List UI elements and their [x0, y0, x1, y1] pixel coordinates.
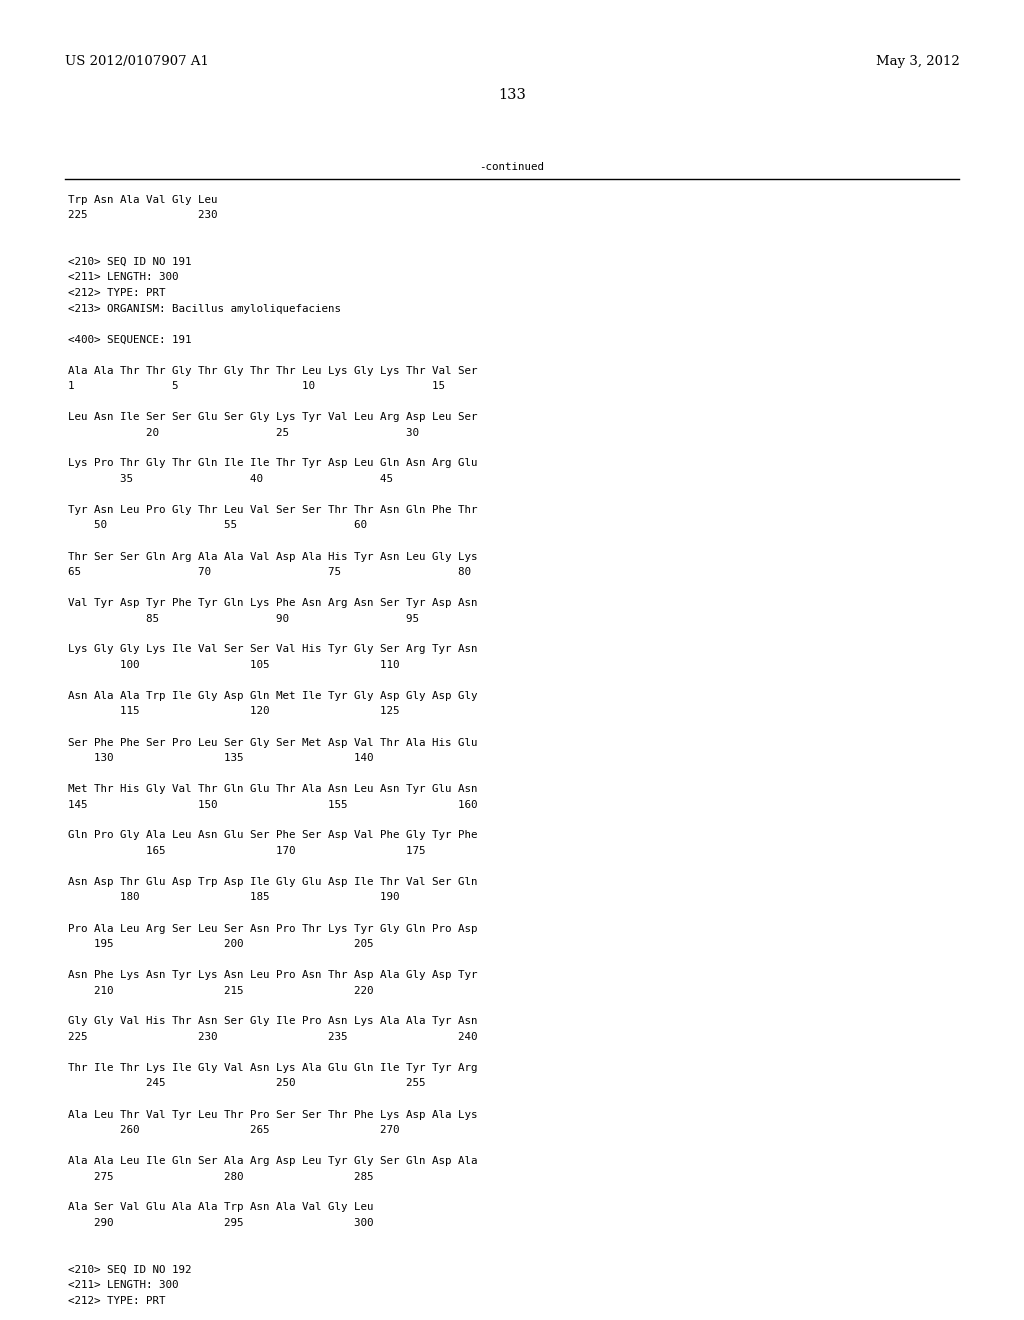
Text: 50                  55                  60: 50 55 60: [68, 520, 367, 531]
Text: 20                  25                  30: 20 25 30: [68, 428, 419, 437]
Text: US 2012/0107907 A1: US 2012/0107907 A1: [65, 55, 209, 69]
Text: Asn Asp Thr Glu Asp Trp Asp Ile Gly Glu Asp Ile Thr Val Ser Gln: Asn Asp Thr Glu Asp Trp Asp Ile Gly Glu …: [68, 876, 477, 887]
Text: <210> SEQ ID NO 192: <210> SEQ ID NO 192: [68, 1265, 191, 1275]
Text: Ala Ala Leu Ile Gln Ser Ala Arg Asp Leu Tyr Gly Ser Gln Asp Ala: Ala Ala Leu Ile Gln Ser Ala Arg Asp Leu …: [68, 1156, 477, 1166]
Text: Pro Ala Leu Arg Ser Leu Ser Asn Pro Thr Lys Tyr Gly Gln Pro Asp: Pro Ala Leu Arg Ser Leu Ser Asn Pro Thr …: [68, 924, 477, 933]
Text: May 3, 2012: May 3, 2012: [877, 55, 961, 69]
Text: <211> LENGTH: 300: <211> LENGTH: 300: [68, 1280, 178, 1290]
Text: Asn Ala Ala Trp Ile Gly Asp Gln Met Ile Tyr Gly Asp Gly Asp Gly: Asn Ala Ala Trp Ile Gly Asp Gln Met Ile …: [68, 690, 477, 701]
Text: Ala Ala Thr Thr Gly Thr Gly Thr Thr Leu Lys Gly Lys Thr Val Ser: Ala Ala Thr Thr Gly Thr Gly Thr Thr Leu …: [68, 366, 477, 375]
Text: 275                 280                 285: 275 280 285: [68, 1172, 374, 1181]
Text: Thr Ser Ser Gln Arg Ala Ala Val Asp Ala His Tyr Asn Leu Gly Lys: Thr Ser Ser Gln Arg Ala Ala Val Asp Ala …: [68, 552, 477, 561]
Text: 100                 105                 110: 100 105 110: [68, 660, 399, 671]
Text: 225                 230                 235                 240: 225 230 235 240: [68, 1032, 477, 1041]
Text: Lys Pro Thr Gly Thr Gln Ile Ile Thr Tyr Asp Leu Gln Asn Arg Glu: Lys Pro Thr Gly Thr Gln Ile Ile Thr Tyr …: [68, 458, 477, 469]
Text: 225                 230: 225 230: [68, 210, 217, 220]
Text: 180                 185                 190: 180 185 190: [68, 892, 399, 903]
Text: 133: 133: [498, 88, 526, 102]
Text: Gly Gly Val His Thr Asn Ser Gly Ile Pro Asn Lys Ala Ala Tyr Asn: Gly Gly Val His Thr Asn Ser Gly Ile Pro …: [68, 1016, 477, 1027]
Text: <212> TYPE: PRT: <212> TYPE: PRT: [68, 1295, 166, 1305]
Text: <212> TYPE: PRT: <212> TYPE: PRT: [68, 288, 166, 298]
Text: 65                  70                  75                  80: 65 70 75 80: [68, 568, 471, 577]
Text: 290                 295                 300: 290 295 300: [68, 1218, 374, 1228]
Text: Trp Asn Ala Val Gly Leu: Trp Asn Ala Val Gly Leu: [68, 195, 217, 205]
Text: Ser Phe Phe Ser Pro Leu Ser Gly Ser Met Asp Val Thr Ala His Glu: Ser Phe Phe Ser Pro Leu Ser Gly Ser Met …: [68, 738, 477, 747]
Text: Leu Asn Ile Ser Ser Glu Ser Gly Lys Tyr Val Leu Arg Asp Leu Ser: Leu Asn Ile Ser Ser Glu Ser Gly Lys Tyr …: [68, 412, 477, 422]
Text: Tyr Asn Leu Pro Gly Thr Leu Val Ser Ser Thr Thr Asn Gln Phe Thr: Tyr Asn Leu Pro Gly Thr Leu Val Ser Ser …: [68, 506, 477, 515]
Text: 85                  90                  95: 85 90 95: [68, 614, 419, 623]
Text: Asn Phe Lys Asn Tyr Lys Asn Leu Pro Asn Thr Asp Ala Gly Asp Tyr: Asn Phe Lys Asn Tyr Lys Asn Leu Pro Asn …: [68, 970, 477, 979]
Text: 260                 265                 270: 260 265 270: [68, 1125, 399, 1135]
Text: Gln Pro Gly Ala Leu Asn Glu Ser Phe Ser Asp Val Phe Gly Tyr Phe: Gln Pro Gly Ala Leu Asn Glu Ser Phe Ser …: [68, 830, 477, 841]
Text: 1               5                   10                  15: 1 5 10 15: [68, 381, 445, 391]
Text: 145                 150                 155                 160: 145 150 155 160: [68, 800, 477, 809]
Text: Ala Ser Val Glu Ala Ala Trp Asn Ala Val Gly Leu: Ala Ser Val Glu Ala Ala Trp Asn Ala Val …: [68, 1203, 374, 1213]
Text: 115                 120                 125: 115 120 125: [68, 706, 399, 717]
Text: <210> SEQ ID NO 191: <210> SEQ ID NO 191: [68, 257, 191, 267]
Text: Thr Ile Thr Lys Ile Gly Val Asn Lys Ala Glu Gln Ile Tyr Tyr Arg: Thr Ile Thr Lys Ile Gly Val Asn Lys Ala …: [68, 1063, 477, 1073]
Text: Ala Leu Thr Val Tyr Leu Thr Pro Ser Ser Thr Phe Lys Asp Ala Lys: Ala Leu Thr Val Tyr Leu Thr Pro Ser Ser …: [68, 1110, 477, 1119]
Text: 165                 170                 175: 165 170 175: [68, 846, 426, 855]
Text: <400> SEQUENCE: 191: <400> SEQUENCE: 191: [68, 334, 191, 345]
Text: Lys Gly Gly Lys Ile Val Ser Ser Val His Tyr Gly Ser Arg Tyr Asn: Lys Gly Gly Lys Ile Val Ser Ser Val His …: [68, 644, 477, 655]
Text: 245                 250                 255: 245 250 255: [68, 1078, 426, 1089]
Text: -continued: -continued: [479, 162, 545, 172]
Text: 35                  40                  45: 35 40 45: [68, 474, 393, 484]
Text: Met Thr His Gly Val Thr Gln Glu Thr Ala Asn Leu Asn Tyr Glu Asn: Met Thr His Gly Val Thr Gln Glu Thr Ala …: [68, 784, 477, 795]
Text: <213> ORGANISM: Bacillus amyloliquefaciens: <213> ORGANISM: Bacillus amyloliquefacie…: [68, 304, 341, 314]
Text: <211> LENGTH: 300: <211> LENGTH: 300: [68, 272, 178, 282]
Text: Val Tyr Asp Tyr Phe Tyr Gln Lys Phe Asn Arg Asn Ser Tyr Asp Asn: Val Tyr Asp Tyr Phe Tyr Gln Lys Phe Asn …: [68, 598, 477, 609]
Text: 195                 200                 205: 195 200 205: [68, 939, 374, 949]
Text: 130                 135                 140: 130 135 140: [68, 752, 374, 763]
Text: 210                 215                 220: 210 215 220: [68, 986, 374, 995]
